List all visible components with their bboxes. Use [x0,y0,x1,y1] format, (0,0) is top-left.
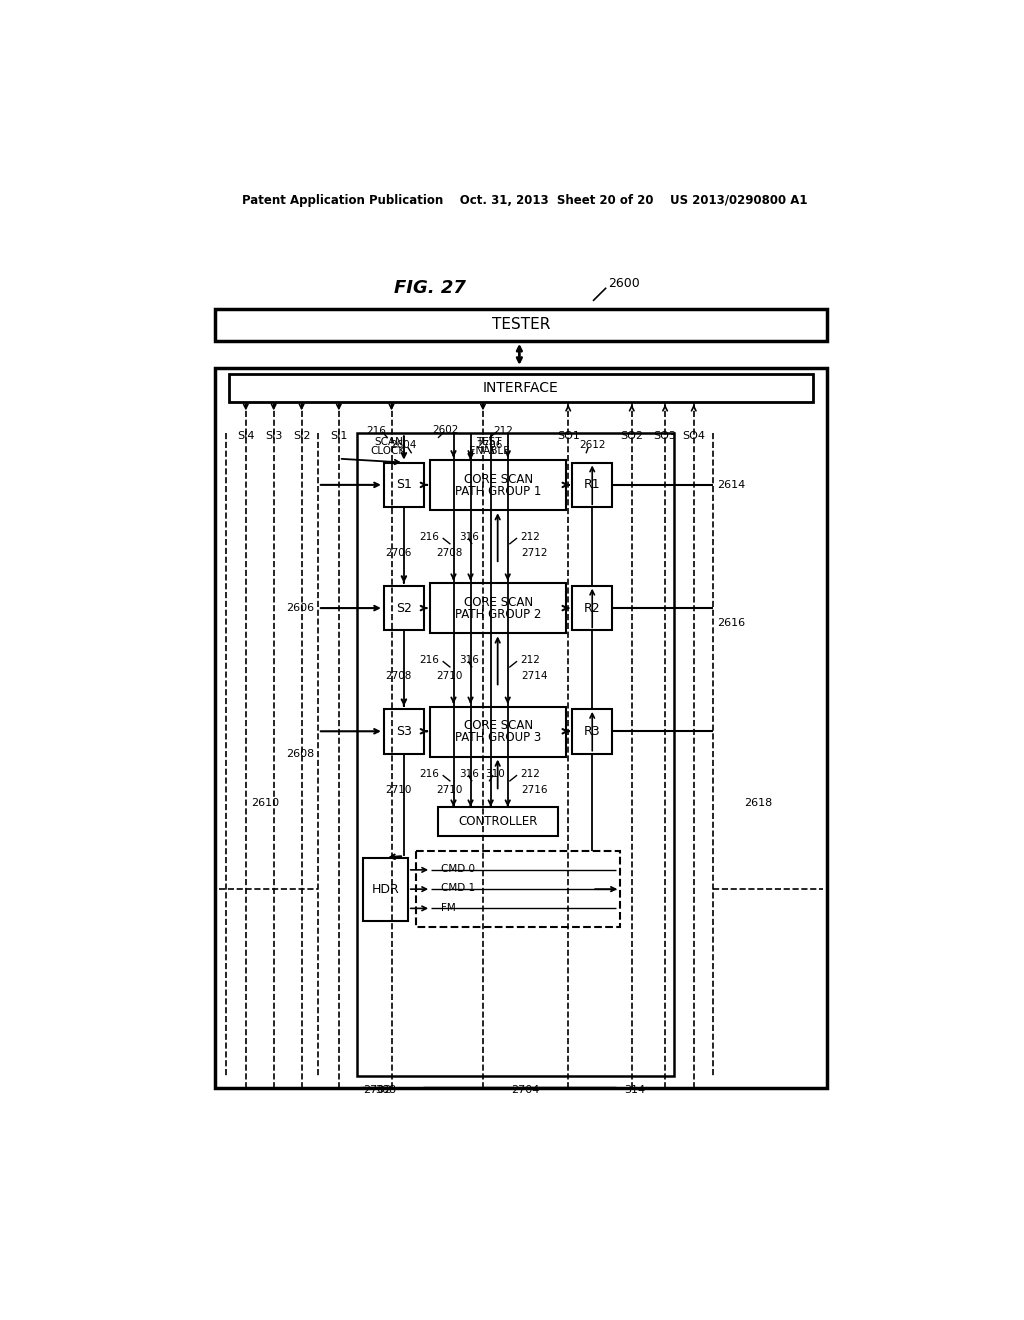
Text: 310: 310 [484,770,505,779]
Bar [430,583,566,634]
Text: FIG. 27: FIG. 27 [394,279,466,297]
Text: SCAN: SCAN [374,437,402,446]
Text: SI3: SI3 [265,432,283,441]
Text: CORE SCAN: CORE SCAN [464,719,532,733]
Text: PATH GROUP 2: PATH GROUP 2 [455,609,542,622]
Text: S2: S2 [396,602,412,615]
Text: HDR: HDR [372,883,399,896]
Text: S3: S3 [396,725,412,738]
Text: SO2: SO2 [621,432,643,441]
Bar [384,709,424,754]
Text: SI1: SI1 [330,432,347,441]
Text: 216: 216 [420,656,439,665]
Text: 2614: 2614 [717,480,745,490]
Bar [430,706,566,756]
Text: 2714: 2714 [521,671,548,681]
Bar [572,586,612,631]
Text: INTERFACE: INTERFACE [483,381,559,395]
Text: CMD 0: CMD 0 [441,865,475,874]
Text: SO1: SO1 [557,432,580,441]
Text: 2606: 2606 [286,603,314,612]
Bar [384,462,424,507]
Text: 2708: 2708 [436,548,463,557]
Text: Patent Application Publication    Oct. 31, 2013  Sheet 20 of 20    US 2013/02908: Patent Application Publication Oct. 31, … [242,194,808,207]
Text: PATH GROUP 1: PATH GROUP 1 [455,484,542,498]
Text: 2602: 2602 [432,425,459,436]
Text: 2710: 2710 [436,671,463,681]
Text: 216: 216 [420,770,439,779]
Text: 2706: 2706 [385,548,412,557]
Text: 2612: 2612 [579,440,605,450]
Text: 2608: 2608 [286,750,314,759]
Text: CMD 1: CMD 1 [441,883,475,894]
Text: R2: R2 [584,602,600,615]
Bar [384,586,424,631]
Text: 2708: 2708 [385,671,412,681]
Text: 2710: 2710 [436,785,463,795]
Text: R1: R1 [584,478,600,491]
Text: 2704: 2704 [511,1085,540,1096]
Bar [215,368,827,1088]
Text: 2716: 2716 [521,785,548,795]
Text: CONTROLLER: CONTROLLER [459,814,538,828]
Text: FM: FM [441,903,456,912]
Text: 2616: 2616 [717,619,745,628]
Bar [430,461,566,511]
Bar [572,709,612,754]
Text: R3: R3 [584,725,600,738]
Text: 212: 212 [520,770,540,779]
Text: SI2: SI2 [293,432,310,441]
Text: 212: 212 [494,426,513,436]
Text: S1: S1 [396,478,412,491]
Bar [356,433,675,1076]
Text: ENABLE: ENABLE [469,446,510,455]
Bar [228,374,813,401]
Bar [572,462,612,507]
Text: SO3: SO3 [653,432,677,441]
Text: 2712: 2712 [521,548,548,557]
Text: 314: 314 [624,1085,645,1096]
Text: CORE SCAN: CORE SCAN [464,595,532,609]
Text: CLOCK: CLOCK [371,446,406,455]
Bar [438,807,558,836]
Text: 2710: 2710 [385,785,412,795]
Text: 316: 316 [459,770,479,779]
Text: SI4: SI4 [237,432,255,441]
Text: 2706: 2706 [477,440,503,450]
Text: 2610: 2610 [251,797,280,808]
Text: 316: 316 [459,532,479,543]
Text: 2618: 2618 [744,797,772,808]
Text: PATH GROUP 3: PATH GROUP 3 [455,731,542,744]
Text: 2702: 2702 [362,1085,391,1096]
Text: 2600: 2600 [608,277,640,289]
Bar [362,858,408,921]
Text: 2604: 2604 [391,440,417,450]
Text: TEST: TEST [476,437,502,446]
Bar [215,309,827,341]
Text: 216: 216 [366,426,386,436]
Text: 216: 216 [420,532,439,543]
Text: 308: 308 [375,1085,396,1096]
Text: 316: 316 [459,656,479,665]
Text: SO4: SO4 [682,432,706,441]
Bar [416,851,621,927]
Text: CORE SCAN: CORE SCAN [464,473,532,486]
Text: 212: 212 [520,532,540,543]
Text: TESTER: TESTER [492,317,550,333]
Text: 212: 212 [520,656,540,665]
